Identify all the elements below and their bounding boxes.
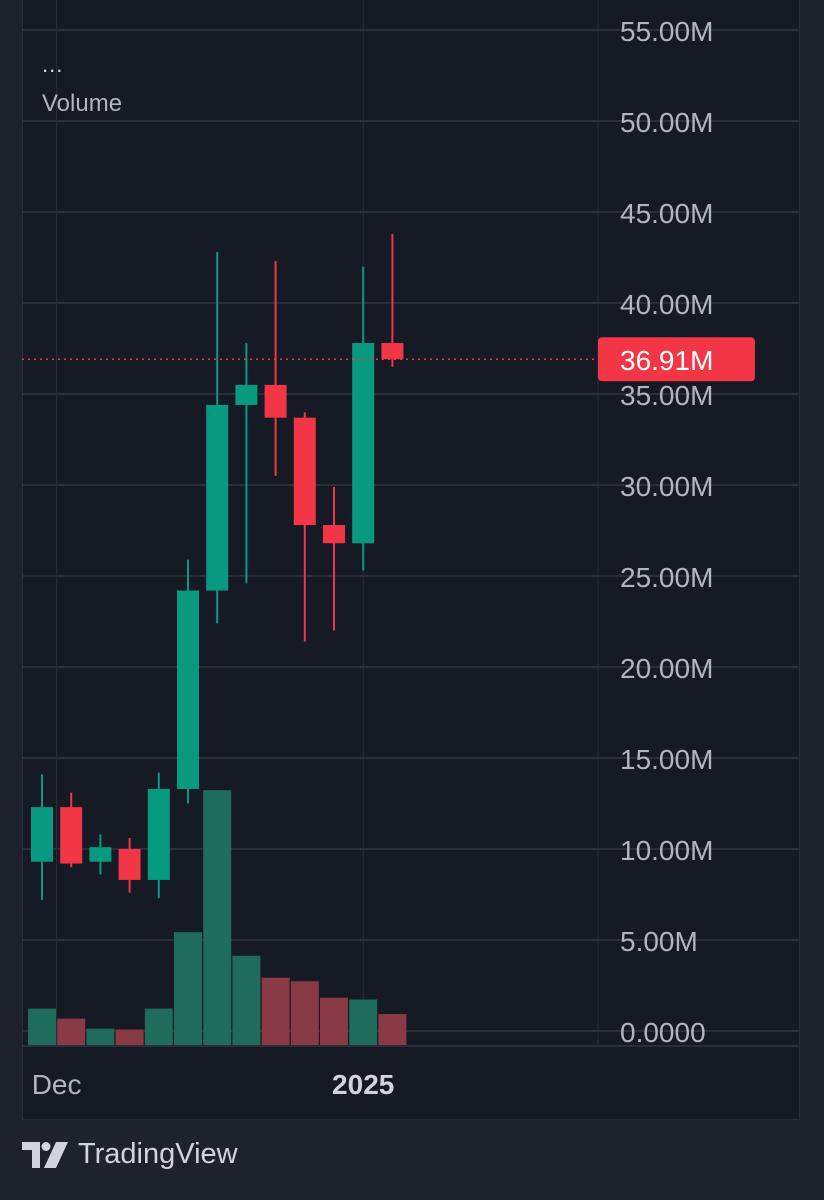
x-tick-label: 2025 <box>332 1069 394 1100</box>
y-tick-label: 40.00M <box>620 289 713 320</box>
y-tick-label: 25.00M <box>620 562 713 593</box>
candle-body <box>381 343 404 360</box>
chart-frame[interactable] <box>22 0 800 1120</box>
candle-body <box>31 807 53 862</box>
volume-bar <box>115 1029 144 1045</box>
y-tick-label: 50.00M <box>620 107 713 138</box>
candle-body <box>60 807 83 864</box>
y-tick-label: 0.0000 <box>620 1017 706 1048</box>
y-tick-label: 15.00M <box>620 744 713 775</box>
x-axis: Dec 2025 <box>32 1069 395 1100</box>
legend-volume-label: Volume <box>42 90 123 117</box>
y-tick-label: 30.00M <box>620 471 713 502</box>
volume-bar <box>378 1014 407 1045</box>
legend-menu-dots[interactable]: ... <box>42 52 64 77</box>
candle-body <box>293 417 316 526</box>
volume-bar <box>86 1028 115 1045</box>
volume-bar <box>349 999 378 1045</box>
candle-body <box>177 590 199 789</box>
last-value-tag-layer: 36.91M <box>22 337 755 382</box>
candle-body <box>118 849 141 880</box>
volume-bar <box>144 1008 173 1045</box>
candle-body <box>264 384 287 418</box>
candle-body <box>235 384 258 405</box>
candle-body <box>89 847 112 862</box>
volume-bar <box>57 1018 86 1045</box>
volume-bar <box>174 932 202 1045</box>
volume-bar <box>320 997 348 1045</box>
candle-body <box>147 788 170 880</box>
candles <box>31 233 404 900</box>
y-tick-label: 20.00M <box>620 653 713 684</box>
volume-bar <box>28 1008 56 1045</box>
y-tick-label: 5.00M <box>620 926 698 957</box>
y-axis: 0.0000 5.00M 10.00M 15.00M 20.00M 25.00M 30.00… <box>620 16 713 1048</box>
last-value-tag <box>598 337 755 382</box>
last-value-label: 36.91M <box>620 345 713 376</box>
grid-layer <box>22 0 800 1047</box>
volume-bar <box>290 981 319 1045</box>
candle-body <box>323 525 345 544</box>
volume-bar <box>203 790 232 1045</box>
y-tick-label: 35.00M <box>620 380 713 411</box>
tradingview-logo-icon <box>22 1141 68 1168</box>
brand-name: TradingView <box>78 1138 238 1170</box>
y-tick-label: 55.00M <box>620 16 713 47</box>
y-tick-label: 45.00M <box>620 198 713 229</box>
volume-bars <box>28 790 407 1045</box>
tradingview-brand[interactable]: TradingView <box>22 1138 238 1171</box>
candle-body <box>206 404 229 591</box>
volume-bar <box>261 977 290 1045</box>
y-tick-label: 10.00M <box>620 835 713 866</box>
volume-bar <box>232 955 261 1045</box>
candle-body <box>352 343 375 544</box>
x-tick-label: Dec <box>32 1069 82 1100</box>
